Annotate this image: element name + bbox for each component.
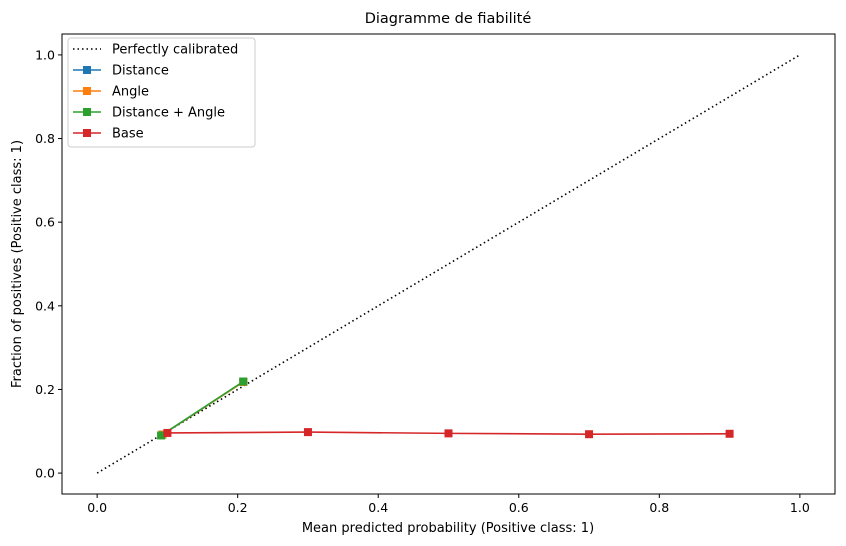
chart-title: Diagramme de fiabilité: [365, 11, 532, 27]
legend-label: Distance + Angle: [112, 106, 225, 121]
legend: Perfectly calibrated Distance Angle Distanc…: [67, 37, 256, 148]
data-point-distance-angle: [157, 431, 166, 440]
legend-swatch-marker: [83, 108, 91, 116]
x-tick-label: 0.8: [649, 500, 669, 515]
y-tick-label: 0.6: [35, 215, 55, 230]
legend-item-distance-angle: Distance + Angle: [73, 106, 225, 121]
legend-label: Perfectly calibrated: [112, 43, 238, 58]
x-tick-label: 0.2: [228, 500, 248, 515]
series-base: [163, 428, 734, 439]
data-point-distance-angle: [239, 377, 248, 386]
legend-label: Angle: [112, 85, 149, 100]
y-axis: 0.0 0.2 0.4 0.6 0.8 1.0: [35, 47, 62, 481]
plot-content: [96, 54, 801, 474]
x-axis-label: Mean predicted probability (Positive cla…: [302, 521, 594, 536]
x-tick-label: 0.6: [509, 500, 529, 515]
data-point-base: [444, 429, 453, 438]
legend-frame: [67, 37, 256, 148]
y-tick-label: 0.0: [35, 466, 55, 481]
legend-label: Base: [112, 127, 144, 142]
x-tick-label: 1.0: [790, 500, 810, 515]
legend-swatch-marker: [83, 87, 91, 95]
y-tick-label: 0.4: [35, 298, 55, 313]
plot-area-frame: [61, 33, 836, 495]
legend-label: Distance: [112, 64, 169, 79]
y-tick-label: 0.8: [35, 131, 55, 146]
legend-item-base: Base: [73, 127, 144, 142]
data-point-base: [725, 429, 734, 438]
legend-item-distance: Distance: [73, 64, 169, 79]
y-tick-label: 1.0: [35, 47, 55, 62]
legend-item-perfectly-calibrated: Perfectly calibrated: [73, 43, 238, 58]
data-point-base: [163, 428, 172, 437]
perfectly-calibrated-line: [96, 54, 801, 474]
x-axis: 0.0 0.2 0.4 0.6 0.8 1.0: [87, 494, 810, 515]
legend-swatch-marker: [83, 66, 91, 74]
y-tick-label: 0.2: [35, 382, 55, 397]
legend-swatch-marker: [83, 129, 91, 137]
series-line-distance-angle: [160, 380, 244, 437]
series-distance-angle: [157, 377, 248, 440]
x-tick-label: 0.0: [87, 500, 107, 515]
data-point-base: [585, 430, 594, 439]
legend-item-angle: Angle: [73, 85, 149, 100]
data-point-base: [303, 428, 312, 437]
x-tick-label: 0.4: [368, 500, 388, 515]
y-axis-label: Fraction of positives (Positive class: 1…: [10, 140, 25, 388]
